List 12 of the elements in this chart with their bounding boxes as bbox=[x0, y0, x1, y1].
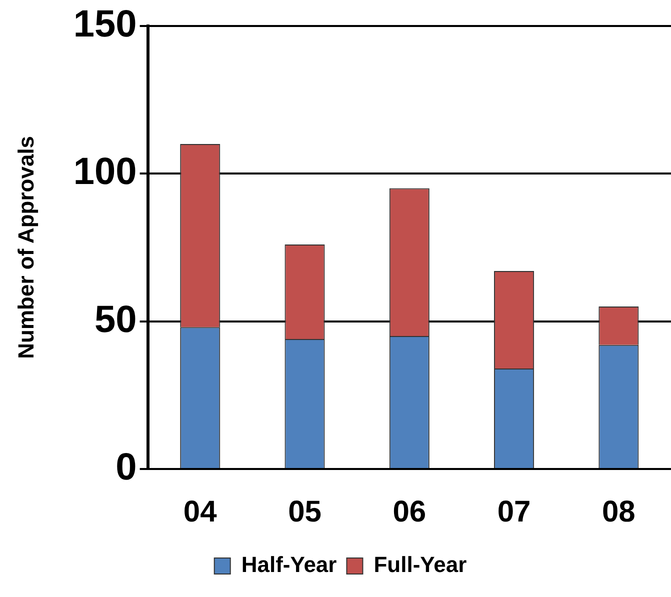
y-tick-label: 100 bbox=[73, 151, 137, 194]
legend-label: Full-Year bbox=[374, 552, 468, 578]
y-tick-label: 0 bbox=[116, 446, 137, 488]
x-tick-label: 04 bbox=[183, 495, 218, 528]
x-tick-label: 06 bbox=[392, 495, 426, 528]
y-tick-label: 50 bbox=[94, 298, 137, 341]
legend-label: Half-Year bbox=[241, 552, 338, 578]
x-tick-label: 05 bbox=[288, 495, 322, 528]
y-axis-title: Number of Approvals bbox=[13, 136, 38, 359]
x-tick-label: 08 bbox=[602, 495, 636, 528]
y-tick-label: 150 bbox=[73, 3, 137, 46]
x-tick-label: 07 bbox=[497, 495, 531, 528]
